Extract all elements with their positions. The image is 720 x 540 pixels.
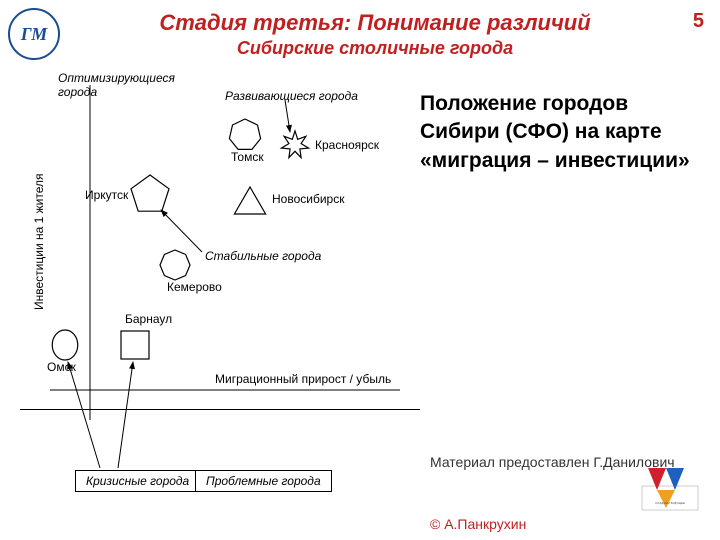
city-label-Иркутск: Иркутск <box>85 188 129 202</box>
bottom-rule <box>20 409 420 410</box>
city-Кемерово <box>160 250 190 280</box>
group-stable: Стабильные города <box>205 250 321 264</box>
y-axis-label: Инвестиции на 1 жителя <box>32 174 46 311</box>
city-label-Новосибирск: Новосибирск <box>272 192 345 206</box>
city-label-Омск: Омск <box>47 360 77 374</box>
description-text: Положение городов Сибири (СФО) на карте … <box>420 90 700 175</box>
city-Иркутск <box>131 175 169 211</box>
city-Омск <box>52 330 78 360</box>
logo-initials: ГМ <box>21 25 47 43</box>
arrow-2 <box>68 362 100 468</box>
group-optimizing: Оптимизирующиеся города <box>58 72 178 100</box>
callout-crisis: Кризисные города <box>75 470 200 492</box>
copyright: © А.Панкрухин <box>430 516 526 532</box>
slide-subtitle: Сибирские столичные города <box>70 38 680 59</box>
city-Новосибирск <box>234 187 265 214</box>
x-axis-label: Миграционный прирост / убыль <box>215 372 391 386</box>
page-number: 5 <box>693 10 704 33</box>
city-label-Барнаул: Барнаул <box>125 312 172 326</box>
arrow-0 <box>285 100 290 132</box>
city-Красноярск <box>281 131 308 158</box>
city-Томск <box>229 119 260 149</box>
source-credit: Материал предоставлен Г.Данилович <box>430 454 675 470</box>
city-label-Томск: Томск <box>231 150 264 164</box>
svg-text:СОЗДАЕМ БУДУЩЕЕ: СОЗДАЕМ БУДУЩЕЕ <box>655 501 685 505</box>
chart-svg: Томск Красноярск Иркутск Новосибирск Кемеров… <box>20 70 410 510</box>
city-Барнаул <box>121 331 149 359</box>
group-developing: Развивающиеся города <box>225 90 358 104</box>
city-label-Красноярск: Красноярск <box>315 138 380 152</box>
city-label-Кемерово: Кемерово <box>167 280 222 294</box>
org-logo-right: СОЗДАЕМ БУДУЩЕЕ <box>640 462 700 512</box>
arrow-1 <box>161 210 202 252</box>
arrow-3 <box>118 362 133 468</box>
slide-title: Стадия третья: Понимание различий <box>70 10 680 36</box>
callout-problem: Проблемные города <box>195 470 332 492</box>
org-logo-left: ГМ <box>8 8 60 60</box>
scatter-diagram: Томск Красноярск Иркутск Новосибирск Кемеров… <box>20 70 410 440</box>
